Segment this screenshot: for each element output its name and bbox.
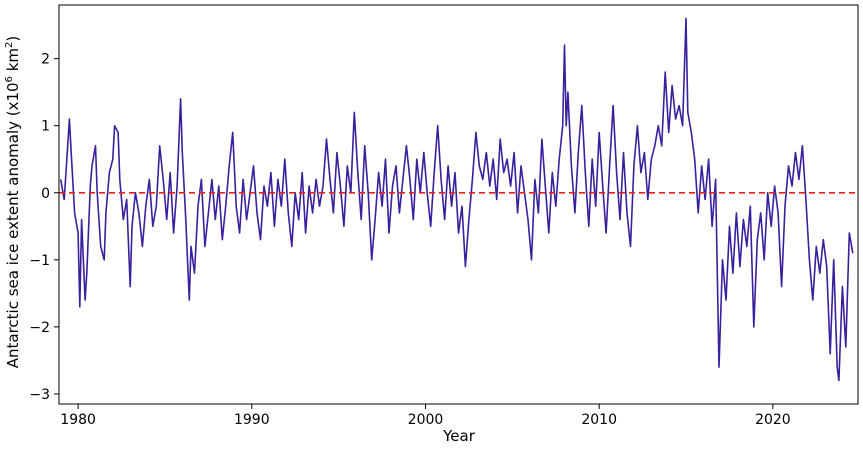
series-line-0 xyxy=(59,17,854,382)
y-tick-label-2: 2 xyxy=(41,52,50,68)
y-tick-label--1: −1 xyxy=(29,253,50,269)
axis-ticks: 1980 1990 2000 2010 2020 −3 −2 −1 0 1 2 xyxy=(29,52,790,428)
y-tick-label-0: 0 xyxy=(41,186,50,202)
x-axis-title: Year xyxy=(442,427,476,445)
y-axis-title: Antarctic sea ice extent anomaly (x106 k… xyxy=(4,36,22,369)
y-tick-label--3: −3 xyxy=(29,387,50,403)
plot-area xyxy=(58,4,859,405)
x-tick-label-2000: 2000 xyxy=(408,412,444,428)
y-axis-title-mid: km xyxy=(4,48,22,76)
y-axis-title-sup2: 2 xyxy=(4,42,15,48)
x-tick-label-2010: 2010 xyxy=(581,412,617,428)
y-tick-label--2: −2 xyxy=(29,320,50,336)
plot-frame xyxy=(58,4,859,405)
y-tick-label-1: 1 xyxy=(41,119,50,135)
y-axis-title-end: ) xyxy=(4,36,22,42)
y-axis-title-sup6: 6 xyxy=(4,76,15,82)
x-tick-label-1980: 1980 xyxy=(60,412,96,428)
x-tick-label-1990: 1990 xyxy=(234,412,270,428)
x-tick-label-2020: 2020 xyxy=(755,412,791,428)
y-axis-title-main: Antarctic sea ice extent anomaly (x10 xyxy=(4,82,22,368)
